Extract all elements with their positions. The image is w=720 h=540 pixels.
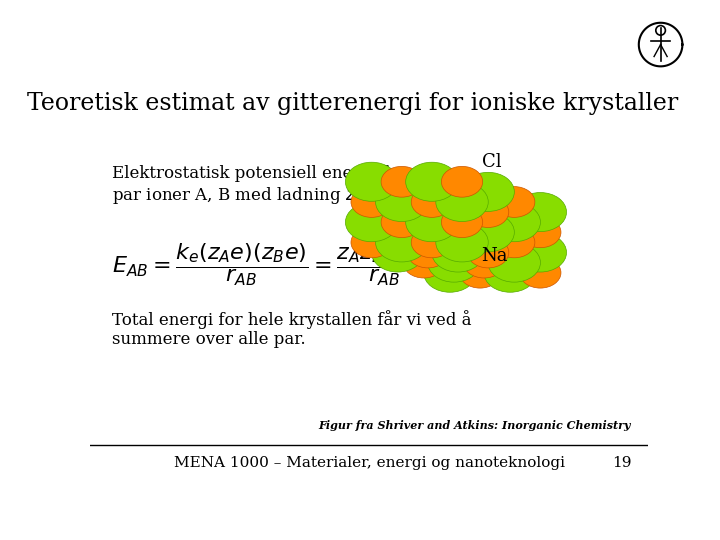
Circle shape	[467, 237, 509, 268]
Circle shape	[429, 237, 471, 268]
Circle shape	[490, 237, 531, 268]
Circle shape	[454, 193, 506, 232]
Circle shape	[377, 217, 418, 248]
Circle shape	[484, 253, 536, 292]
Circle shape	[458, 183, 510, 221]
Circle shape	[411, 187, 453, 218]
Circle shape	[346, 202, 398, 242]
Circle shape	[397, 183, 450, 221]
Text: par ioner A, B med ladning $z_A$, $z_B$: par ioner A, B med ladning $z_A$, $z_B$	[112, 185, 391, 206]
Circle shape	[397, 223, 450, 262]
Circle shape	[490, 197, 531, 227]
Circle shape	[402, 172, 454, 212]
Circle shape	[433, 187, 474, 218]
Circle shape	[494, 227, 535, 258]
Circle shape	[402, 213, 454, 252]
Circle shape	[488, 202, 541, 242]
Circle shape	[464, 207, 505, 238]
Text: $E_{AB} = \dfrac{k_e(z_Ae)(z_Be)}{r_{AB}} = \dfrac{z_Az_Bk_ee^2}{r_{AB}}$: $E_{AB} = \dfrac{k_e(z_Ae)(z_Be)}{r_{AB}…	[112, 238, 433, 289]
Circle shape	[423, 253, 476, 292]
Circle shape	[432, 193, 485, 232]
Circle shape	[514, 193, 567, 232]
Text: Figur fra Shriver and Atkins: Inorganic Chemistry: Figur fra Shriver and Atkins: Inorganic …	[319, 420, 631, 431]
Circle shape	[441, 207, 482, 238]
Circle shape	[494, 187, 535, 218]
Circle shape	[376, 223, 428, 262]
Circle shape	[381, 207, 423, 238]
Circle shape	[351, 187, 392, 218]
Circle shape	[458, 223, 510, 262]
Circle shape	[405, 162, 458, 201]
Circle shape	[411, 227, 453, 258]
Circle shape	[462, 213, 514, 252]
Circle shape	[484, 213, 536, 252]
Circle shape	[432, 233, 485, 272]
Circle shape	[428, 243, 480, 282]
Circle shape	[436, 183, 488, 221]
Text: Elektrostatisk potensiell energi for et: Elektrostatisk potensiell energi for et	[112, 165, 428, 181]
Circle shape	[429, 197, 471, 227]
Circle shape	[403, 247, 444, 278]
Circle shape	[520, 217, 561, 248]
Circle shape	[408, 237, 449, 268]
Text: Teoretisk estimat av gitterenergi for ioniske krystaller: Teoretisk estimat av gitterenergi for io…	[27, 92, 678, 115]
Circle shape	[408, 197, 449, 227]
Circle shape	[377, 177, 418, 207]
Circle shape	[459, 217, 500, 248]
Circle shape	[459, 258, 500, 288]
Circle shape	[462, 172, 514, 212]
Circle shape	[372, 193, 424, 232]
Circle shape	[488, 243, 541, 282]
Circle shape	[423, 213, 476, 252]
Circle shape	[467, 197, 509, 227]
Circle shape	[351, 227, 392, 258]
Text: Na: Na	[482, 247, 508, 265]
Circle shape	[454, 233, 506, 272]
Circle shape	[520, 258, 561, 288]
Circle shape	[433, 227, 474, 258]
Circle shape	[437, 177, 479, 207]
Circle shape	[436, 223, 488, 262]
Circle shape	[428, 202, 480, 242]
Text: 19: 19	[612, 456, 631, 470]
Circle shape	[381, 166, 423, 197]
Text: Cl: Cl	[482, 153, 501, 171]
Circle shape	[403, 207, 444, 238]
Text: summere over alle par.: summere over alle par.	[112, 331, 306, 348]
Circle shape	[376, 183, 428, 221]
Circle shape	[346, 162, 398, 201]
Circle shape	[464, 247, 505, 278]
Circle shape	[372, 233, 424, 272]
Circle shape	[405, 202, 458, 242]
Text: MENA 1000 – Materialer, energi og nanoteknologi: MENA 1000 – Materialer, energi og nanote…	[174, 456, 564, 470]
Circle shape	[514, 233, 567, 272]
Text: Total energi for hele krystallen får vi ved å: Total energi for hele krystallen får vi …	[112, 310, 472, 329]
Circle shape	[437, 217, 479, 248]
Circle shape	[441, 166, 482, 197]
